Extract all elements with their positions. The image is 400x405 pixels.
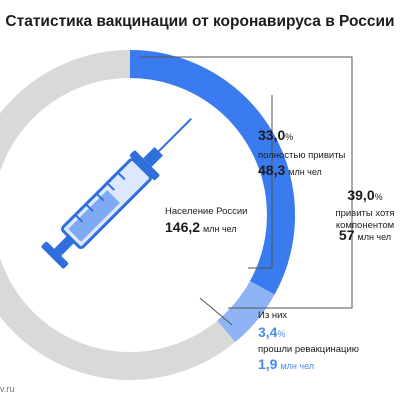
full-label: полностью привиты [258, 150, 346, 161]
one-label: привиты хотя [335, 208, 394, 219]
full-people: 48,3 млн чел [258, 162, 322, 178]
center-label: Население России [165, 206, 247, 217]
percent: 3,4 [258, 324, 278, 340]
people-unit: млн чел [358, 232, 392, 242]
ring-arc [129, 50, 295, 295]
people: 57 [339, 227, 355, 243]
reva-people: 1,9 млн чел [258, 356, 314, 372]
reva-percent: 3,4% [258, 324, 285, 340]
one-percent: 39,0% [347, 187, 382, 203]
percent-unit: % [277, 329, 285, 339]
center-value: 146,2 млн чел [165, 219, 237, 235]
people-unit: млн чел [288, 167, 322, 177]
one-people: 57 млн чел [339, 227, 391, 243]
ring-arc [129, 50, 295, 343]
percent: 33,0 [258, 127, 285, 143]
center-number: 146,2 [165, 219, 200, 235]
people: 1,9 [258, 356, 278, 372]
bracket-lines [140, 56, 353, 326]
center-unit: млн чел [203, 224, 237, 234]
percent: 39,0 [347, 187, 374, 203]
percent-unit: % [375, 192, 383, 202]
source: v.ru [0, 384, 14, 394]
people-unit: млн чел [280, 361, 314, 371]
full-percent: 33,0% [258, 127, 293, 143]
reva-prefix: Из них [258, 310, 287, 321]
syringe-icon [41, 117, 193, 269]
percent-unit: % [285, 132, 293, 142]
people: 48,3 [258, 162, 285, 178]
one-label: компонентом [336, 220, 394, 231]
reva-label: прошли ревакцинацию [258, 344, 359, 355]
chart-title: Статистика вакцинации от коронавируса в … [5, 13, 394, 30]
